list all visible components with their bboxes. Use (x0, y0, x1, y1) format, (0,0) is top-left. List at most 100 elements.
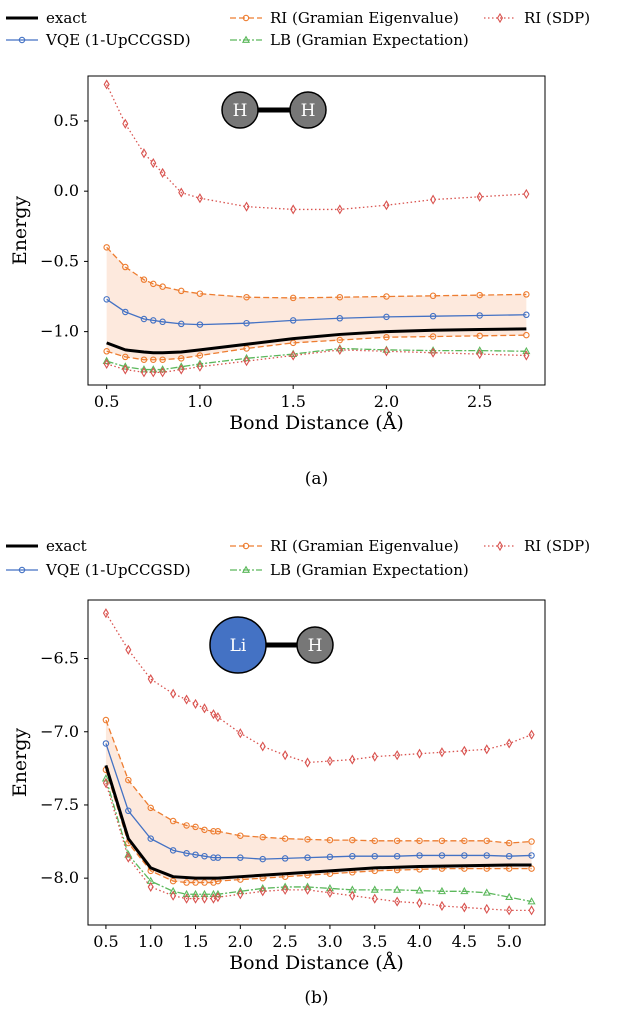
data-point (383, 313, 390, 321)
data-point (290, 350, 297, 361)
data-point (289, 317, 297, 324)
data-point (103, 348, 110, 355)
x-tick-label: 2.0 (228, 932, 253, 951)
x-tick-label: 0.5 (93, 932, 118, 951)
series-exact (106, 327, 527, 355)
legend-label-vqe: VQE (1-UpCCGSD) (45, 31, 191, 49)
x-axis-label: Bond Distance (Å) (229, 952, 404, 974)
data-point (523, 188, 530, 200)
data-point (150, 280, 157, 288)
data-point (183, 850, 190, 857)
data-point (103, 244, 110, 251)
data-point (102, 740, 110, 747)
panel-a: exact VQE (1-UpCCGSD) RI (Gramian Eigenval… (6, 9, 590, 489)
figure-caption: (b) (304, 988, 328, 1008)
data-point (209, 889, 218, 898)
data-point (528, 838, 535, 845)
data-point (415, 886, 424, 894)
x-tick-label: 1.0 (138, 932, 163, 951)
series-line-vqe (106, 298, 527, 326)
data-point (371, 852, 378, 860)
data-point (125, 644, 132, 655)
data-point (149, 365, 158, 373)
data-point (201, 893, 208, 904)
data-point (393, 837, 401, 845)
data-point (383, 293, 390, 300)
data-point (121, 362, 130, 370)
data-point (259, 886, 266, 897)
data-point (483, 837, 491, 845)
data-point (159, 167, 166, 178)
data-point (177, 362, 186, 370)
data-point (214, 828, 222, 835)
data-point (169, 847, 177, 854)
x-tick-label: 3.5 (362, 932, 387, 951)
legend-label-ri_sdp: RI (SDP) (524, 9, 590, 27)
data-point (103, 79, 110, 90)
data-point (182, 889, 191, 898)
data-point (210, 854, 217, 861)
data-point (243, 201, 250, 212)
data-point (210, 709, 217, 720)
series-exact (104, 764, 532, 880)
y-tick-label: −7.0 (40, 722, 79, 741)
data-point (281, 855, 289, 862)
data-point (416, 748, 423, 759)
data-point (289, 339, 297, 347)
x-tick-label: 2.5 (272, 932, 297, 951)
data-point (416, 897, 423, 909)
data-point (159, 356, 166, 363)
legend-marker-ri_eig (242, 542, 250, 550)
confidence-band (106, 247, 527, 360)
data-point (200, 889, 209, 898)
figure-caption: (a) (305, 469, 328, 489)
data-point (370, 885, 379, 893)
data-point (178, 355, 185, 362)
data-point (147, 835, 154, 842)
data-point (349, 836, 356, 844)
data-point (122, 118, 129, 129)
data-point (483, 744, 490, 755)
data-point (289, 294, 297, 302)
atom-label: H (233, 101, 248, 121)
data-point (214, 892, 221, 903)
data-point (528, 905, 535, 916)
series-line-exact (104, 764, 532, 880)
data-point (281, 882, 290, 890)
series-line-lb (105, 778, 532, 903)
data-point (103, 296, 110, 303)
data-point (178, 187, 185, 198)
legend-label-exact: exact (46, 9, 87, 27)
series-ri_eig (103, 331, 530, 363)
data-point (159, 318, 166, 326)
y-tick-label: −1.0 (40, 322, 79, 341)
data-point (140, 315, 148, 323)
data-point (349, 890, 356, 901)
data-point (102, 608, 109, 619)
series-line-ri_eig (106, 334, 527, 361)
data-point (383, 333, 390, 341)
data-point (336, 336, 344, 344)
data-point (125, 852, 132, 863)
data-point (483, 852, 491, 859)
x-tick-label: 0.5 (94, 392, 119, 411)
series-ri_eig (102, 716, 535, 847)
y-tick-label: 0.5 (54, 111, 79, 130)
data-point (237, 889, 244, 900)
data-point (393, 885, 402, 893)
atom-h (289, 91, 327, 129)
data-point (102, 716, 110, 724)
data-point (336, 293, 344, 301)
data-point (523, 311, 530, 319)
y-tick-label: −7.5 (40, 795, 79, 814)
data-point (191, 889, 200, 898)
data-point (483, 903, 490, 914)
plot-frame (87, 75, 546, 386)
data-point (461, 837, 468, 845)
data-point (371, 751, 378, 762)
data-point (394, 896, 401, 907)
data-point (282, 750, 289, 761)
x-tick-label: 2.0 (374, 392, 399, 411)
